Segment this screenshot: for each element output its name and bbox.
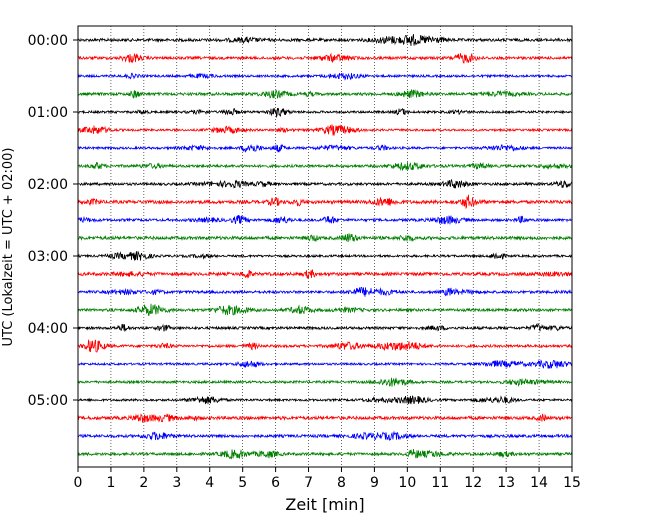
y-tick-label-4: 04:00 [28, 321, 68, 337]
trace-13 [77, 269, 573, 279]
y-tick-label-2: 02:00 [28, 177, 68, 193]
trace-12 [77, 251, 573, 261]
x-tick-label-7: 7 [304, 475, 313, 491]
x-tick-label-8: 8 [337, 475, 346, 491]
trace-15 [77, 303, 573, 316]
plot-background [78, 26, 572, 467]
trace-17 [77, 339, 573, 353]
y-axis-ticks: 00:00 01:00 02:00 03:00 04:00 05:00 [28, 33, 78, 409]
x-tick-label-12: 12 [464, 475, 482, 491]
x-axis-ticks: 0 1 2 3 4 5 6 7 8 9 10 11 12 13 14 15 [74, 467, 581, 491]
trace-18 [77, 359, 573, 369]
trace-16 [77, 322, 573, 333]
x-tick-label-11: 11 [431, 475, 449, 491]
plot-frame [77, 25, 573, 468]
trace-2 [77, 72, 573, 81]
x-tick-label-4: 4 [205, 475, 214, 491]
trace-6 [77, 143, 573, 153]
trace-11 [77, 233, 573, 243]
x-tick-label-15: 15 [563, 475, 581, 491]
x-tick-label-14: 14 [530, 475, 548, 491]
trace-9 [77, 194, 573, 210]
y-tick-label-1: 01:00 [28, 105, 68, 121]
trace-20 [77, 395, 573, 405]
x-tick-label-13: 13 [497, 475, 515, 491]
y-tick-label-0: 00:00 [28, 33, 68, 49]
x-tick-label-0: 0 [74, 475, 83, 491]
trace-21 [77, 413, 573, 423]
trace-23 [77, 449, 573, 460]
trace-1 [77, 52, 573, 64]
trace-3 [77, 88, 573, 99]
trace-5 [77, 124, 573, 136]
x-axis-label: Zeit [min] [285, 495, 364, 514]
x-tick-label-10: 10 [398, 475, 416, 491]
x-tick-label-3: 3 [172, 475, 181, 491]
seismic-traces [77, 34, 573, 460]
trace-22 [77, 430, 573, 442]
x-tick-label-1: 1 [106, 475, 115, 491]
trace-10 [77, 215, 573, 225]
y-tick-label-3: 03:00 [28, 249, 68, 265]
x-tick-label-5: 5 [238, 475, 247, 491]
x-tick-label-9: 9 [370, 475, 379, 491]
trace-14 [77, 286, 573, 297]
y-tick-label-5: 05:00 [28, 393, 68, 409]
trace-8 [77, 178, 573, 189]
trace-0 [77, 34, 573, 46]
y-axis-label: UTC (Lokalzeit = UTC + 02:00) [1, 148, 16, 347]
x-tick-label-2: 2 [139, 475, 148, 491]
trace-19 [77, 377, 573, 388]
trace-4 [77, 107, 573, 119]
x-tick-label-6: 6 [271, 475, 280, 491]
trace-7 [77, 162, 573, 172]
